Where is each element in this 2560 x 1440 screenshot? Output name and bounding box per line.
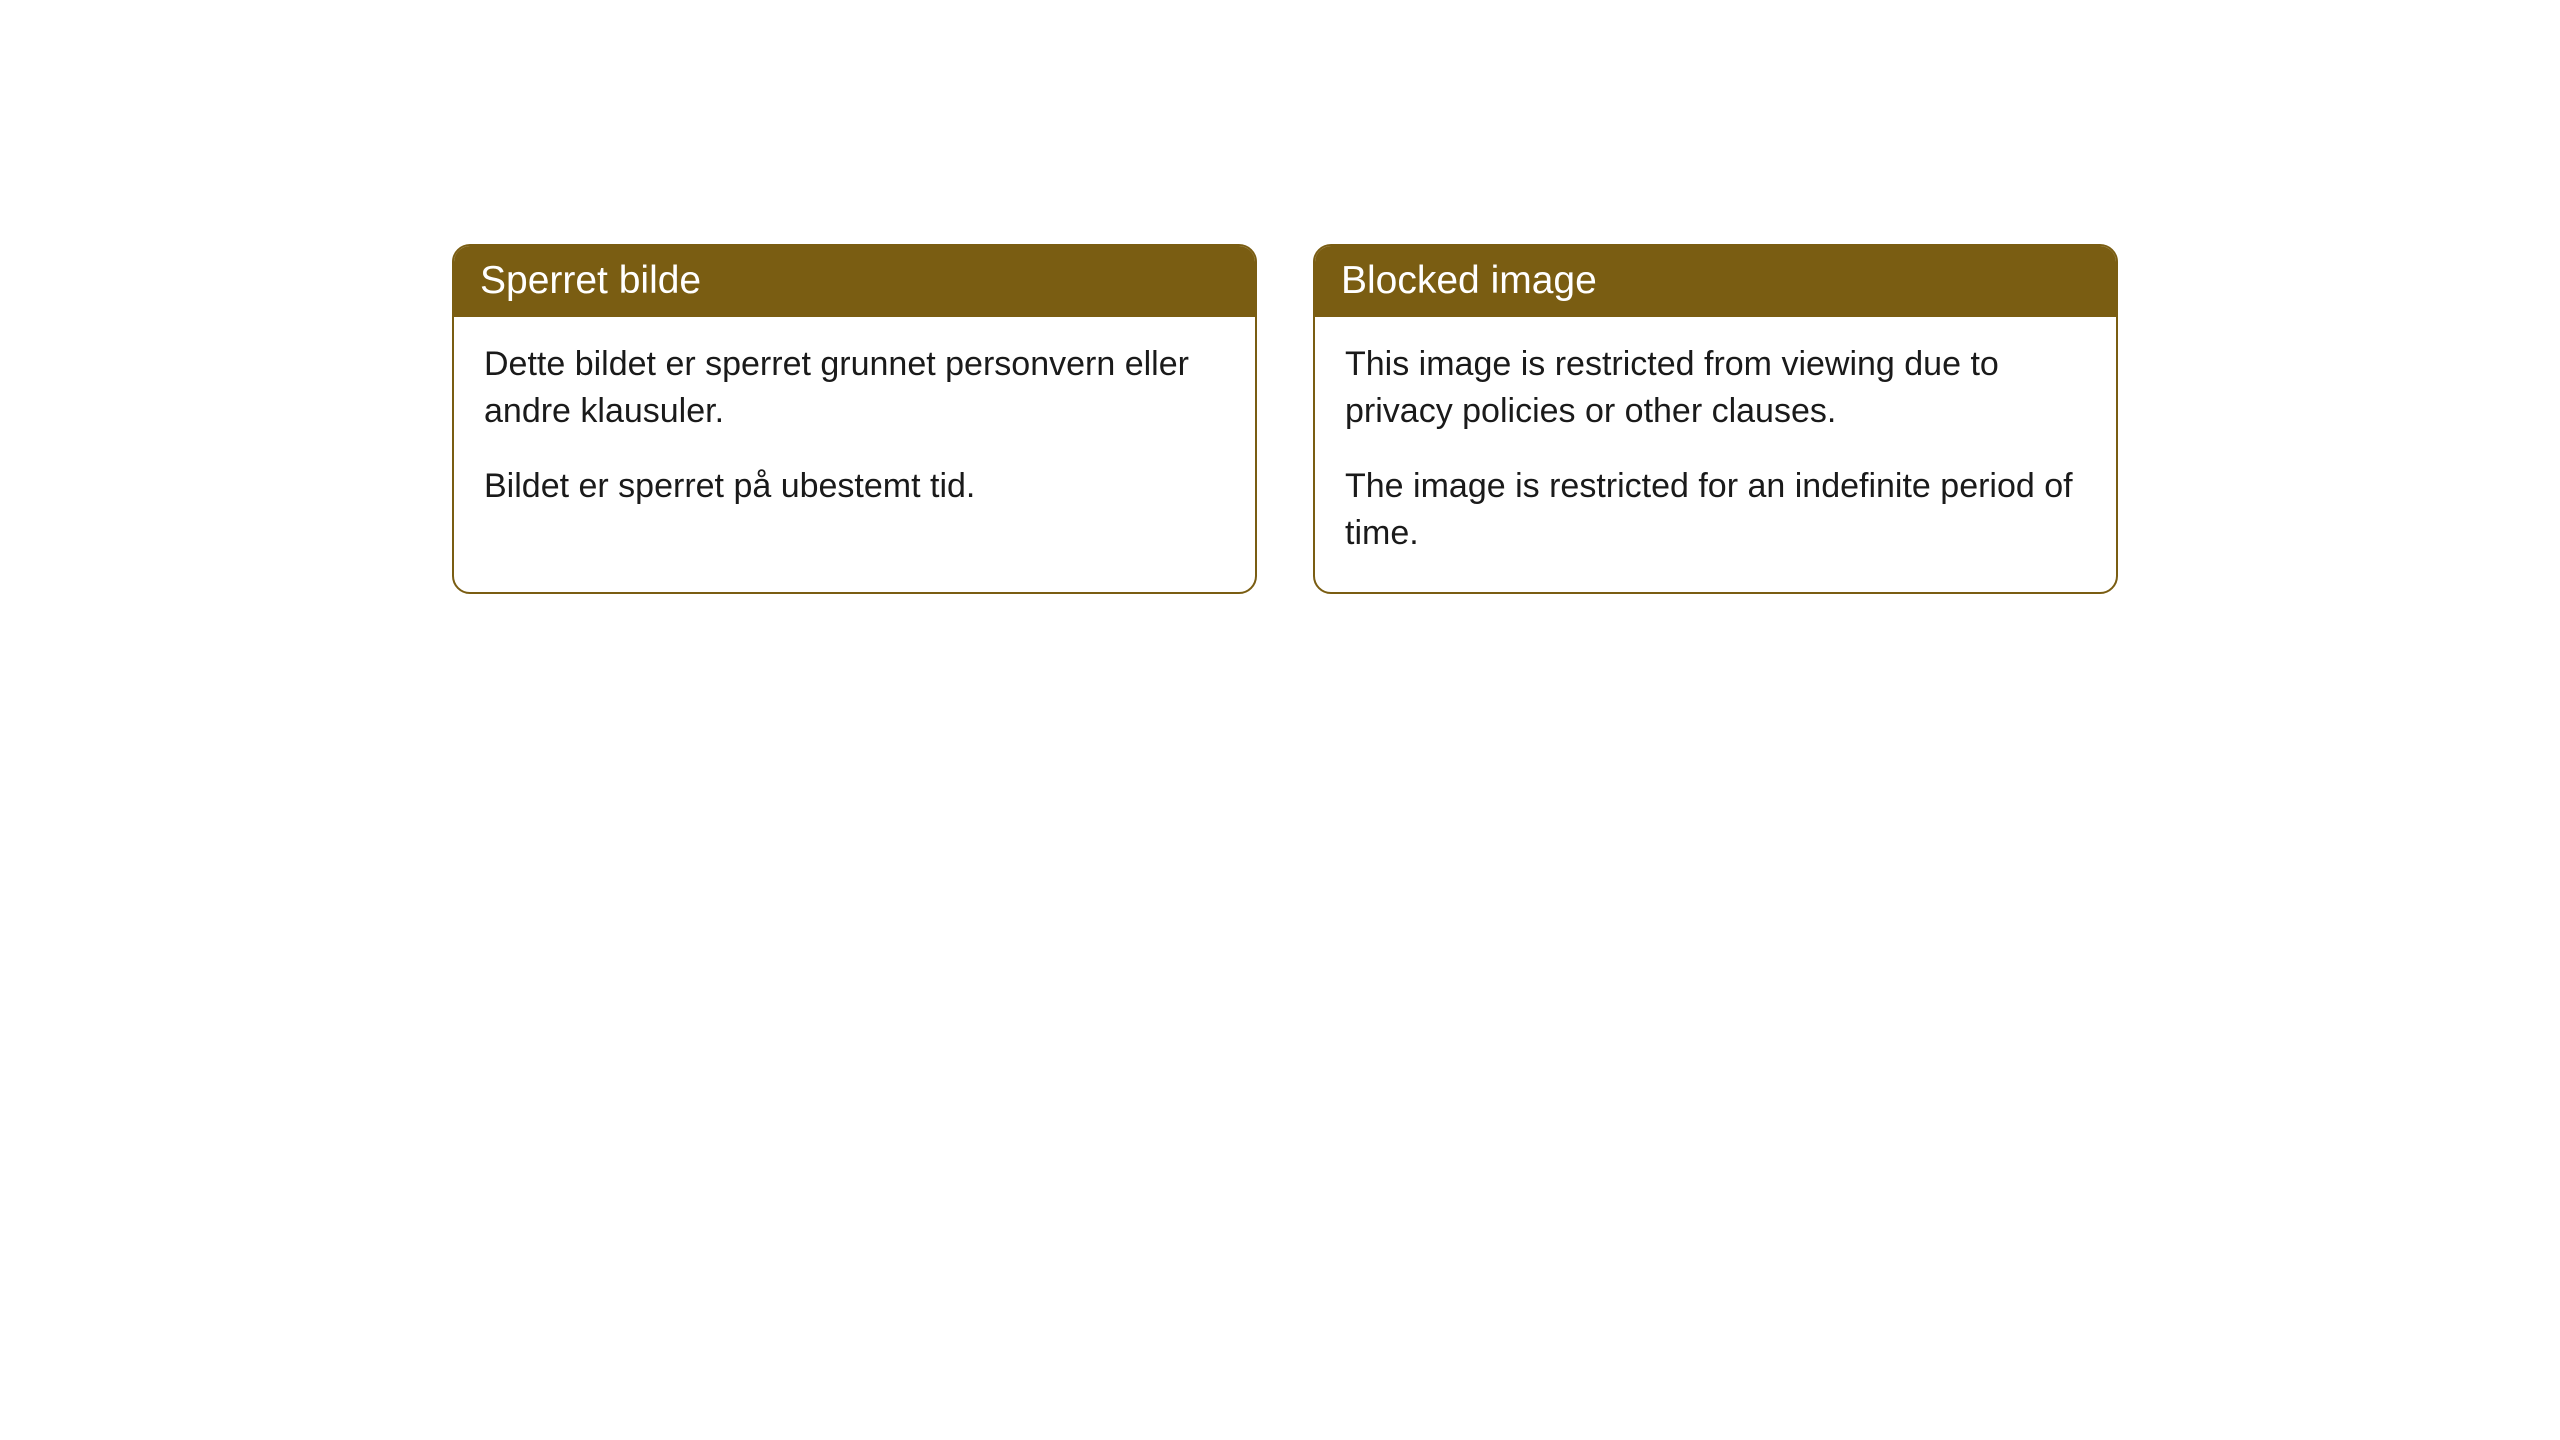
- card-body: This image is restricted from viewing du…: [1315, 317, 2116, 593]
- card-header: Sperret bilde: [454, 246, 1255, 317]
- card-paragraph: The image is restricted for an indefinit…: [1345, 463, 2086, 557]
- card-body: Dette bildet er sperret grunnet personve…: [454, 317, 1255, 546]
- card-title: Blocked image: [1341, 259, 1597, 302]
- card-paragraph: Dette bildet er sperret grunnet personve…: [484, 341, 1225, 435]
- notice-card-english: Blocked image This image is restricted f…: [1313, 244, 2118, 594]
- card-title: Sperret bilde: [480, 259, 701, 302]
- card-paragraph: This image is restricted from viewing du…: [1345, 341, 2086, 435]
- card-paragraph: Bildet er sperret på ubestemt tid.: [484, 463, 1225, 510]
- notice-cards-container: Sperret bilde Dette bildet er sperret gr…: [0, 0, 2560, 594]
- notice-card-norwegian: Sperret bilde Dette bildet er sperret gr…: [452, 244, 1257, 594]
- card-header: Blocked image: [1315, 246, 2116, 317]
